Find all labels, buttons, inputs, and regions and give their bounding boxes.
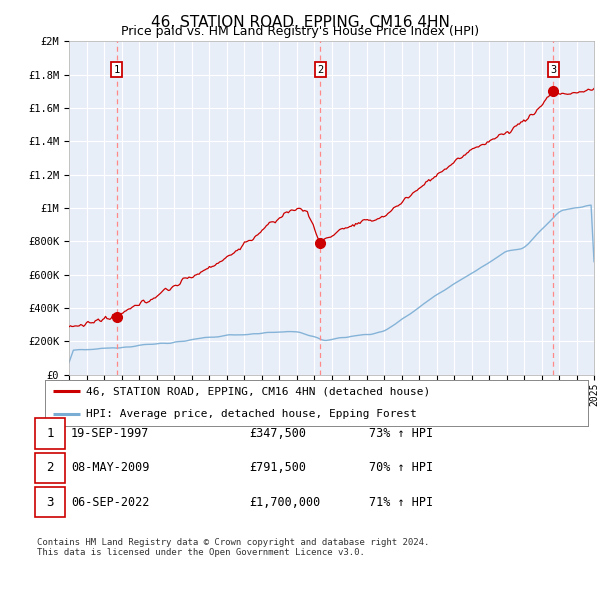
Text: £791,500: £791,500 bbox=[249, 461, 306, 474]
Text: Price paid vs. HM Land Registry's House Price Index (HPI): Price paid vs. HM Land Registry's House … bbox=[121, 25, 479, 38]
Text: £347,500: £347,500 bbox=[249, 427, 306, 440]
Text: 1: 1 bbox=[113, 65, 120, 74]
Text: 19-SEP-1997: 19-SEP-1997 bbox=[71, 427, 149, 440]
Text: 70% ↑ HPI: 70% ↑ HPI bbox=[369, 461, 433, 474]
Text: 06-SEP-2022: 06-SEP-2022 bbox=[71, 496, 149, 509]
Text: 46, STATION ROAD, EPPING, CM16 4HN (detached house): 46, STATION ROAD, EPPING, CM16 4HN (deta… bbox=[86, 386, 430, 396]
Text: HPI: Average price, detached house, Epping Forest: HPI: Average price, detached house, Eppi… bbox=[86, 409, 416, 419]
Text: 2: 2 bbox=[317, 65, 323, 74]
Text: £1,700,000: £1,700,000 bbox=[249, 496, 320, 509]
Text: 3: 3 bbox=[550, 65, 557, 74]
Text: 08-MAY-2009: 08-MAY-2009 bbox=[71, 461, 149, 474]
Text: 73% ↑ HPI: 73% ↑ HPI bbox=[369, 427, 433, 440]
Text: 46, STATION ROAD, EPPING, CM16 4HN: 46, STATION ROAD, EPPING, CM16 4HN bbox=[151, 15, 449, 30]
Text: 71% ↑ HPI: 71% ↑ HPI bbox=[369, 496, 433, 509]
Text: Contains HM Land Registry data © Crown copyright and database right 2024.
This d: Contains HM Land Registry data © Crown c… bbox=[37, 538, 430, 558]
Text: 1: 1 bbox=[46, 427, 54, 440]
Text: 3: 3 bbox=[46, 496, 54, 509]
Text: 2: 2 bbox=[46, 461, 54, 474]
